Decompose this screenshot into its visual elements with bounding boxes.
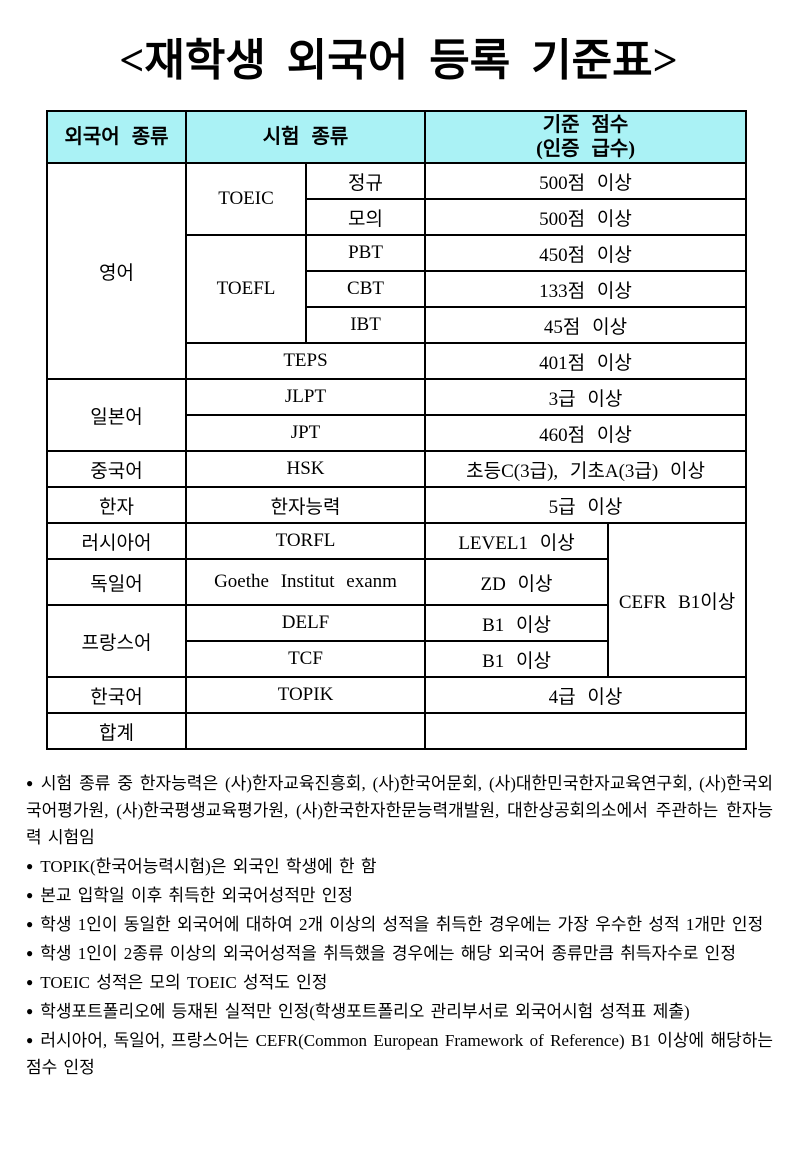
bullet-icon: ● xyxy=(26,1004,34,1018)
score-cell-tcf: B1 이상 xyxy=(424,640,610,678)
exam-cell-hsk: HSK xyxy=(184,450,427,488)
standards-table: 외국어 종류 시험 종류 기준 점수 (인증 급수) 영어 TOEIC 정규 5… xyxy=(46,110,748,750)
language-cell-hanja: 한자 xyxy=(46,486,187,524)
note-text: 학생 1인이 2종류 이상의 외국어성적을 취득했을 경우에는 해당 외국어 종… xyxy=(40,944,736,963)
header-score-line1: 기준 점수 xyxy=(542,114,629,136)
note-text: 시험 종류 중 한자능력은 (사)한자교육진흥회, (사)한국어문회, (사)대… xyxy=(26,774,773,847)
exam-cell-torfl: TORFL xyxy=(184,522,427,560)
exam-cell-toefl: TOEFL xyxy=(185,234,307,344)
exam-cell-hanja: 한자능력 xyxy=(184,486,427,524)
table-row: 러시아어 TORFL LEVEL1 이상 CEFR B1이상 xyxy=(46,522,748,678)
table-row: 합계 xyxy=(46,712,748,750)
note-item: ● 학생 1인이 2종류 이상의 외국어성적을 취득했을 경우에는 해당 외국어 … xyxy=(26,940,773,967)
table-row: 독일어 Goethe Institut exanm ZD 이상 xyxy=(46,558,746,606)
language-cell-english: 영어 xyxy=(46,162,187,380)
score-cell-torfl: LEVEL1 이상 xyxy=(424,522,610,560)
exam-subtype-cell-toefl-pbt: PBT xyxy=(304,234,427,272)
table-row: 한국어 TOPIK 4급 이상 xyxy=(46,676,748,714)
exam-subtype-cell-toeic-regular: 정규 xyxy=(304,162,427,200)
document-page: { "page": { "title": "<재학생 외국어 등록 기준표>" … xyxy=(0,24,797,1159)
exam-cell-jlpt: JLPT xyxy=(184,378,427,416)
score-cell-toefl-ibt: 45점 이상 xyxy=(424,306,748,344)
exam-cell-topik: TOPIK xyxy=(184,676,427,714)
note-item: ● 본교 입학일 이후 취득한 외국어성적만 인정 xyxy=(26,882,773,909)
language-cell-french: 프랑스어 xyxy=(46,604,187,678)
table-row: TEPS 401점 이상 xyxy=(47,342,748,380)
exam-subtype-cell-toefl-cbt: CBT xyxy=(304,270,427,308)
bullet-icon: ● xyxy=(26,917,34,931)
score-cell-topik: 4급 이상 xyxy=(424,676,748,714)
table-row: JPT 460점 이상 xyxy=(47,414,748,452)
score-cell-hsk: 초등C(3급), 기초A(3급) 이상 xyxy=(424,450,748,488)
exam-cell-jpt: JPT xyxy=(184,414,427,452)
score-cell-toeic-regular: 500점 이상 xyxy=(424,162,748,200)
table-row: 중국어 HSK 초등C(3급), 기초A(3급) 이상 xyxy=(46,450,748,488)
exam-cell-goethe: Goethe Institut exanm xyxy=(184,558,427,606)
bullet-icon: ● xyxy=(26,888,34,902)
table-row: 한자 한자능력 5급 이상 xyxy=(46,486,748,524)
table-row: IBT 45점 이상 xyxy=(47,306,748,344)
score-cell-total-empty xyxy=(424,712,748,750)
table-row: 모의 500점 이상 xyxy=(47,198,748,236)
table-header-row: 외국어 종류 시험 종류 기준 점수 (인증 급수) xyxy=(46,110,748,164)
language-cell-japanese: 일본어 xyxy=(46,378,187,452)
language-cell-russian: 러시아어 xyxy=(46,522,187,560)
table-row: CBT 133점 이상 xyxy=(47,270,748,308)
score-cell-cefr: CEFR B1이상 xyxy=(607,522,748,678)
score-cell-toeic-mock: 500점 이상 xyxy=(424,198,748,236)
language-cell-total: 합계 xyxy=(46,712,187,750)
note-item: ● 러시아어, 독일어, 프랑스어는 CEFR(Common European F… xyxy=(26,1027,773,1081)
note-text: 학생 1인이 동일한 외국어에 대하여 2개 이상의 성적을 취득한 경우에는 … xyxy=(40,915,764,934)
score-cell-goethe: ZD 이상 xyxy=(424,558,610,606)
score-cell-delf: B1 이상 xyxy=(424,604,610,642)
bullet-icon: ● xyxy=(26,975,34,989)
table-row: TOEFL PBT 450점 이상 xyxy=(47,234,748,344)
score-cell-teps: 401점 이상 xyxy=(424,342,748,380)
note-text: TOEIC 성적은 모의 TOEIC 성적도 인정 xyxy=(40,973,328,992)
header-exam: 시험 종류 xyxy=(184,110,427,164)
language-cell-korean: 한국어 xyxy=(46,676,187,714)
note-item: ● TOEIC 성적은 모의 TOEIC 성적도 인정 xyxy=(26,969,773,996)
score-cell-hanja: 5급 이상 xyxy=(424,486,748,524)
header-score-line2: (인증 급수) xyxy=(536,138,635,160)
exam-cell-teps: TEPS xyxy=(184,342,427,380)
table-row: 프랑스어 DELF B1 이상 xyxy=(46,604,746,678)
score-cell-toefl-cbt: 133점 이상 xyxy=(424,270,748,308)
exam-subtype-cell-toeic-mock: 모의 xyxy=(304,198,427,236)
bullet-icon: ● xyxy=(26,1033,34,1047)
bullet-icon: ● xyxy=(26,859,34,873)
table-row: 영어 TOEIC 정규 500점 이상 xyxy=(46,162,748,380)
bullet-icon: ● xyxy=(26,946,34,960)
note-text: 러시아어, 독일어, 프랑스어는 CEFR(Common European Fr… xyxy=(26,1031,774,1077)
exam-cell-toeic: TOEIC xyxy=(185,162,307,236)
exam-cell-total-empty xyxy=(184,712,427,750)
table-row: TCF B1 이상 xyxy=(47,640,746,678)
language-cell-german: 독일어 xyxy=(46,558,187,606)
score-cell-toefl-pbt: 450점 이상 xyxy=(424,234,748,272)
note-text: TOPIK(한국어능력시험)은 외국인 학생에 한 함 xyxy=(40,857,377,876)
language-cell-chinese: 중국어 xyxy=(46,450,187,488)
score-cell-jlpt: 3급 이상 xyxy=(424,378,748,416)
note-text: 학생포트폴리오에 등재된 실적만 인정(학생포트폴리오 관리부서로 외국어시험 … xyxy=(40,1002,690,1021)
exam-cell-delf: DELF xyxy=(184,604,427,642)
note-item: ● TOPIK(한국어능력시험)은 외국인 학생에 한 함 xyxy=(26,853,773,880)
score-cell-jpt: 460점 이상 xyxy=(424,414,748,452)
header-score: 기준 점수 (인증 급수) xyxy=(424,110,748,164)
note-item: ● 학생 1인이 동일한 외국어에 대하여 2개 이상의 성적을 취득한 경우에는… xyxy=(26,911,773,938)
note-item: ● 학생포트폴리오에 등재된 실적만 인정(학생포트폴리오 관리부서로 외국어시험… xyxy=(26,998,773,1025)
header-language: 외국어 종류 xyxy=(46,110,187,164)
table-row: 일본어 JLPT 3급 이상 xyxy=(46,378,748,452)
page-title: <재학생 외국어 등록 기준표> xyxy=(119,36,678,85)
footnotes: ● 시험 종류 중 한자능력은 (사)한자교육진흥회, (사)한국어문회, (사)… xyxy=(26,770,773,1081)
note-item: ● 시험 종류 중 한자능력은 (사)한자교육진흥회, (사)한국어문회, (사)… xyxy=(26,770,773,851)
exam-subtype-cell-toefl-ibt: IBT xyxy=(304,306,427,344)
exam-cell-tcf: TCF xyxy=(184,640,427,678)
bullet-icon: ● xyxy=(26,776,34,790)
note-text: 본교 입학일 이후 취득한 외국어성적만 인정 xyxy=(40,886,354,905)
